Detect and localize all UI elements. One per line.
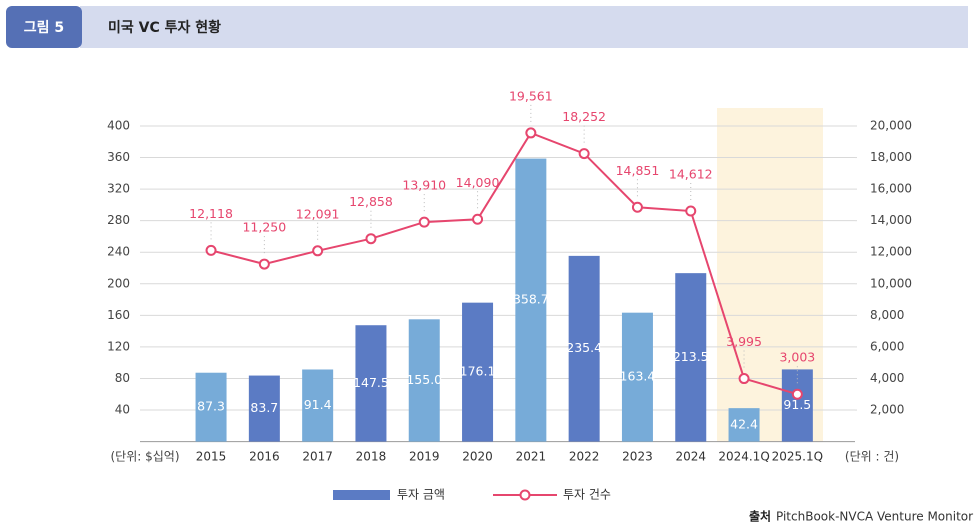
line-value-label: 3,003: [779, 350, 815, 365]
bar: [248, 375, 280, 442]
x-tick-label: 2025.1Q: [772, 450, 823, 464]
y-tick-label: 240: [107, 245, 130, 259]
legend-marker: [519, 489, 531, 501]
bar-value-label: 42.4: [730, 416, 758, 431]
bar: [728, 408, 760, 442]
y2-unit: (단위 : 건): [845, 450, 899, 464]
x-tick-label: 2017: [302, 450, 333, 464]
y-tick-label: 360: [107, 150, 130, 164]
legend-swatch: [333, 490, 390, 500]
line-marker: [791, 388, 803, 400]
source-label: 출처: [749, 509, 771, 524]
figure-label: 그림 5: [24, 20, 64, 36]
header-bar: [80, 6, 968, 48]
line-value-label: 12,858: [349, 194, 393, 209]
bar: [408, 319, 440, 442]
bar-value-label: 176.1: [460, 364, 496, 379]
line-marker: [472, 213, 484, 225]
bar: [195, 372, 227, 442]
line-marker: [685, 205, 697, 217]
y2-tick-label: 18,000: [870, 150, 912, 164]
y2-tick-label: 12,000: [870, 245, 912, 259]
bar: [302, 369, 334, 442]
bar: [781, 369, 813, 442]
line-marker: [578, 148, 590, 160]
legend-label: 투자 금액: [397, 488, 445, 502]
y-tick-label: 120: [107, 339, 130, 353]
bar-value-label: 91.5: [783, 397, 811, 412]
bar: [568, 255, 600, 442]
bar: [621, 312, 653, 442]
x-tick-label: 2019: [409, 450, 440, 464]
y-tick-label: 280: [107, 213, 130, 227]
x-tick-label: 2024.1Q: [718, 450, 769, 464]
legend-label: 투자 건수: [563, 488, 611, 502]
y-tick-label: 200: [107, 276, 130, 290]
y-tick-label: 80: [115, 371, 130, 385]
line-value-label: 14,851: [616, 163, 660, 178]
y-tick-label: 320: [107, 182, 130, 196]
bar-value-label: 213.5: [673, 349, 709, 364]
line-marker: [738, 373, 750, 385]
x-tick-label: 2015: [196, 450, 227, 464]
y2-tick-label: 20,000: [870, 119, 912, 133]
bar: [355, 325, 387, 442]
line: [210, 131, 798, 396]
x-tick-label: 2023: [622, 450, 653, 464]
line-marker: [312, 245, 324, 257]
y2-tick-label: 4,000: [870, 371, 904, 385]
y-unit: (단위: $십억): [110, 450, 179, 464]
x-tick-label: 2021: [516, 450, 547, 464]
bar-value-label: 91.4: [304, 397, 332, 412]
y2-tick-label: 10,000: [870, 276, 912, 290]
y2-tick-label: 6,000: [870, 339, 904, 353]
source-text: PitchBook-NVCA Venture Monitor: [776, 510, 973, 524]
x-tick-label: 2018: [356, 450, 387, 464]
x-tick-label: 2022: [569, 450, 600, 464]
bar-value-label: 83.7: [250, 400, 278, 415]
bar: [515, 158, 547, 442]
line-marker: [365, 233, 377, 245]
line-value-label: 19,561: [509, 88, 553, 103]
line-marker: [525, 127, 537, 139]
x-tick-label: 2020: [462, 450, 493, 464]
y2-tick-label: 16,000: [870, 182, 912, 196]
line-value-label: 12,091: [296, 206, 340, 221]
bar-value-label: 155.0: [406, 372, 442, 387]
line-marker: [418, 216, 430, 228]
bar-value-label: 163.4: [620, 369, 656, 384]
bar-value-label: 87.3: [197, 399, 225, 414]
x-tick-label: 2024: [675, 450, 706, 464]
line-value-label: 18,252: [562, 109, 606, 124]
bar-value-label: 358.7: [513, 292, 549, 307]
line-marker: [258, 258, 270, 270]
line-value-label: 13,910: [402, 178, 446, 193]
line-value-label: 12,118: [189, 206, 233, 221]
line-marker: [205, 244, 217, 256]
y-tick-label: 400: [107, 119, 130, 133]
figure-title: 미국 VC 투자 현황: [108, 19, 221, 36]
line-value-label: 14,090: [456, 175, 500, 190]
y-tick-label: 160: [107, 308, 130, 322]
bar: [462, 302, 494, 442]
y2-tick-label: 2,000: [870, 403, 904, 417]
header-badge: [6, 6, 82, 48]
line-marker: [631, 201, 643, 213]
line-value-label: 14,612: [669, 167, 713, 182]
line-value-label: 11,250: [242, 220, 286, 235]
bar-value-label: 147.5: [353, 375, 389, 390]
bar-value-label: 235.4: [566, 340, 602, 355]
line-value-label: 3,995: [726, 334, 762, 349]
y2-tick-label: 14,000: [870, 213, 912, 227]
y-tick-label: 40: [115, 403, 130, 417]
x-tick-label: 2016: [249, 450, 280, 464]
y2-tick-label: 8,000: [870, 308, 904, 322]
bar: [675, 273, 707, 442]
